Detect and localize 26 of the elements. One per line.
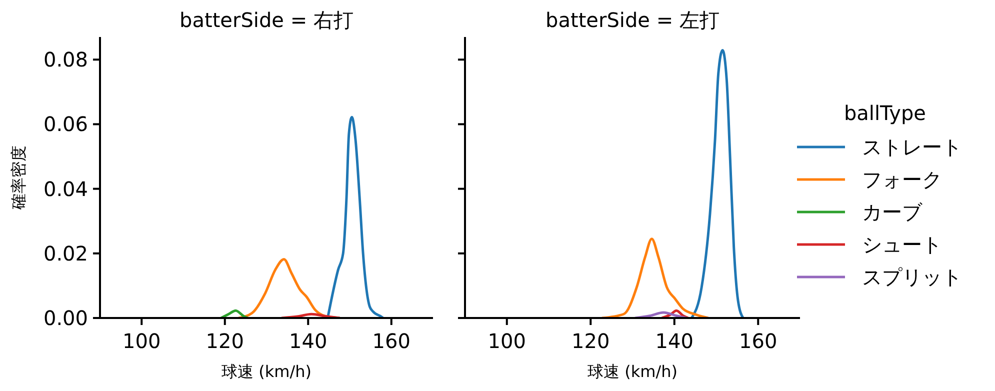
y-tick-label: 0.00 xyxy=(43,306,88,330)
x-tick-label: 160 xyxy=(372,329,410,353)
x-tick-label: 140 xyxy=(655,329,694,353)
x-axis-title: 球速 (km/h) xyxy=(222,362,312,381)
legend-label: ストレート xyxy=(862,135,962,159)
legend-label: カーブ xyxy=(862,200,923,224)
x-tick-label: 160 xyxy=(739,329,778,353)
x-tick-label: 100 xyxy=(122,329,161,353)
legend-label: スプリット xyxy=(862,265,962,289)
y-tick-label: 0.08 xyxy=(43,48,88,72)
legend-label: シュート xyxy=(862,232,942,256)
y-tick-label: 0.06 xyxy=(43,112,88,136)
line-series xyxy=(220,309,250,318)
legend-label: フォーク xyxy=(862,168,942,192)
y-tick-label: 0.02 xyxy=(43,241,88,266)
legend-title: ballType xyxy=(844,101,926,125)
chart-title: batterSide = 右打 xyxy=(180,8,354,32)
x-tick-label: 100 xyxy=(488,329,526,353)
x-tick-label: 120 xyxy=(206,329,244,353)
line-series xyxy=(326,116,384,318)
chart-title: batterSide = 左打 xyxy=(546,8,720,32)
x-tick-label: 140 xyxy=(289,329,328,353)
y-tick-label: 0.04 xyxy=(43,176,88,201)
x-tick-label: 120 xyxy=(572,329,610,353)
x-axis-title: 球速 (km/h) xyxy=(588,362,678,381)
y-axis-title: 確率密度 xyxy=(9,146,28,210)
